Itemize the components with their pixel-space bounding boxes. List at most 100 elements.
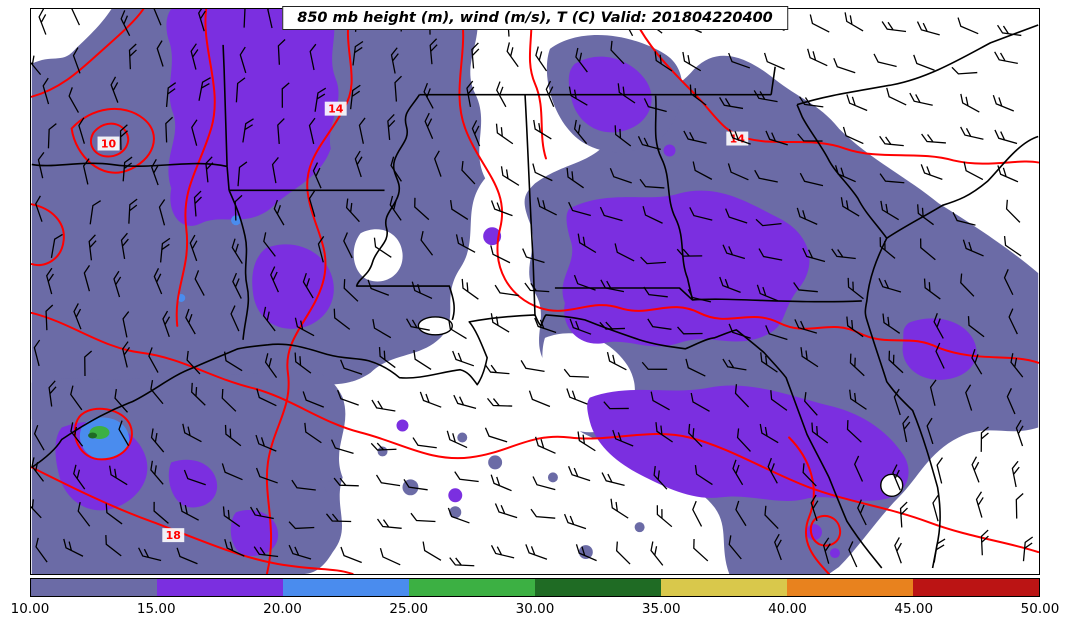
wind-barb-icon bbox=[496, 81, 507, 108]
shaded-region-30-35 bbox=[88, 432, 98, 439]
wind-barb-icon bbox=[682, 51, 702, 72]
wind-barb-icon bbox=[960, 93, 980, 113]
wind-barb-icon bbox=[760, 352, 778, 373]
wind-barb-icon bbox=[846, 420, 862, 443]
wind-barb-icon bbox=[800, 347, 819, 368]
wind-barb-icon bbox=[606, 351, 627, 371]
wind-barb-icon bbox=[577, 431, 596, 452]
wind-barb-icon bbox=[963, 161, 984, 181]
state-boundary-line bbox=[654, 95, 694, 301]
wind-barb-icon bbox=[182, 423, 202, 443]
wind-barb-icon bbox=[308, 190, 316, 217]
wind-barb-icon bbox=[113, 270, 122, 298]
colorbar bbox=[30, 578, 1040, 597]
state-boundary-line bbox=[524, 94, 536, 316]
wind-barb-icon bbox=[610, 40, 625, 65]
wind-barb-icon bbox=[765, 325, 788, 341]
wind-barb-icon bbox=[273, 199, 285, 226]
wind-barb-icon bbox=[913, 54, 935, 71]
wind-barb-icon bbox=[120, 232, 129, 260]
wind-barb-icon bbox=[532, 163, 553, 182]
wind-barb-icon bbox=[796, 207, 818, 225]
wind-barb-icon bbox=[150, 428, 165, 453]
wind-barb-icon bbox=[533, 119, 552, 140]
wind-barb-icon bbox=[108, 465, 128, 486]
wind-barb-icon bbox=[997, 165, 1019, 183]
wind-barb-icon bbox=[688, 423, 703, 448]
wind-barb-icon bbox=[358, 117, 366, 144]
wind-barb-icon bbox=[308, 117, 316, 145]
wind-barb-icon bbox=[520, 360, 545, 373]
wind-barb-icon bbox=[926, 417, 934, 445]
wind-barb-icon bbox=[38, 9, 47, 35]
wind-barb-icon bbox=[886, 87, 907, 106]
wind-barb-icon bbox=[294, 352, 312, 374]
wind-barb-icon bbox=[484, 427, 508, 443]
colorbar-segment bbox=[283, 579, 409, 596]
colorbar-segment bbox=[31, 579, 157, 596]
wind-barb-icon bbox=[599, 321, 625, 330]
wind-barb-icon bbox=[975, 491, 984, 518]
temperature-contour-line bbox=[528, 9, 547, 160]
wind-barb-icon bbox=[150, 380, 164, 405]
wind-barb-icon bbox=[88, 234, 97, 261]
wind-barb-icon bbox=[569, 318, 592, 335]
colorbar-tick-labels: 10.00 15.00 20.00 25.00 30.00 35.00 40.00 45.00… bbox=[11, 601, 1060, 621]
wind-barb-icon bbox=[45, 304, 54, 331]
wind-barb-icon bbox=[568, 201, 591, 217]
wind-barb-icon bbox=[165, 82, 177, 107]
wind-barb-icon bbox=[191, 119, 198, 146]
wind-barb-icon bbox=[424, 112, 434, 140]
wind-barb-icon bbox=[612, 429, 634, 447]
wind-barb-icon bbox=[118, 420, 130, 446]
wind-barb-icon bbox=[31, 50, 42, 76]
wind-barb-icon bbox=[923, 278, 941, 300]
wind-barb-icon bbox=[390, 156, 402, 182]
wind-barb-icon bbox=[809, 14, 830, 33]
map-canvas: 10 14 14 18 bbox=[31, 9, 1039, 574]
lake-okeechobee bbox=[880, 473, 904, 497]
wind-barb-icon bbox=[403, 479, 428, 491]
wind-barb-icon bbox=[992, 94, 1015, 112]
wind-barb-icon bbox=[767, 457, 778, 484]
wind-barb-icon bbox=[834, 165, 856, 183]
wind-barb-icon bbox=[419, 391, 442, 408]
wind-barb-icon bbox=[490, 474, 512, 492]
wind-barb-icon bbox=[857, 499, 867, 526]
wind-barb-icon bbox=[490, 200, 513, 217]
wind-barb-icon bbox=[831, 248, 856, 260]
wind-barb-icon bbox=[639, 178, 665, 189]
wind-barb-icon bbox=[330, 439, 354, 454]
wind-barb-icon bbox=[412, 437, 437, 449]
wind-barb-icon bbox=[902, 415, 911, 443]
wind-barb-icon bbox=[376, 518, 402, 529]
wind-barb-icon bbox=[980, 529, 989, 556]
wind-barb-icon bbox=[807, 48, 828, 67]
wind-barb-icon bbox=[692, 500, 703, 527]
contour-label-bg bbox=[97, 136, 120, 151]
wind-barb-icon bbox=[151, 158, 159, 186]
wind-barb-icon bbox=[676, 248, 703, 257]
wind-barb-icon bbox=[799, 172, 824, 187]
wind-barb-icon bbox=[994, 51, 1018, 65]
wind-barb-icon bbox=[894, 537, 902, 564]
wind-barb-icon bbox=[494, 284, 519, 297]
wind-barb-icon bbox=[879, 135, 904, 147]
wind-barb-icon bbox=[471, 120, 481, 147]
wind-barb-icon bbox=[765, 130, 788, 146]
map-axes: 10 14 14 18 bbox=[30, 8, 1040, 575]
temperature-contour-line bbox=[458, 9, 1039, 364]
wind-barb-icon bbox=[429, 38, 438, 65]
wind-barb-icon bbox=[186, 350, 201, 375]
wind-barb-icon bbox=[433, 150, 442, 177]
wind-barb-icon bbox=[270, 266, 279, 293]
wind-barb-icon bbox=[573, 274, 596, 291]
wind-barb-icon bbox=[971, 456, 980, 483]
contour-label: 18 bbox=[162, 528, 185, 542]
wind-barb-icon bbox=[617, 83, 636, 104]
temperature-contour-layer: 10 14 14 18 bbox=[31, 9, 1039, 574]
colorbar-segment bbox=[661, 579, 787, 596]
wind-barb-icon bbox=[656, 505, 673, 528]
wind-barb-icon bbox=[490, 313, 510, 333]
wind-barb-icon bbox=[162, 310, 171, 338]
